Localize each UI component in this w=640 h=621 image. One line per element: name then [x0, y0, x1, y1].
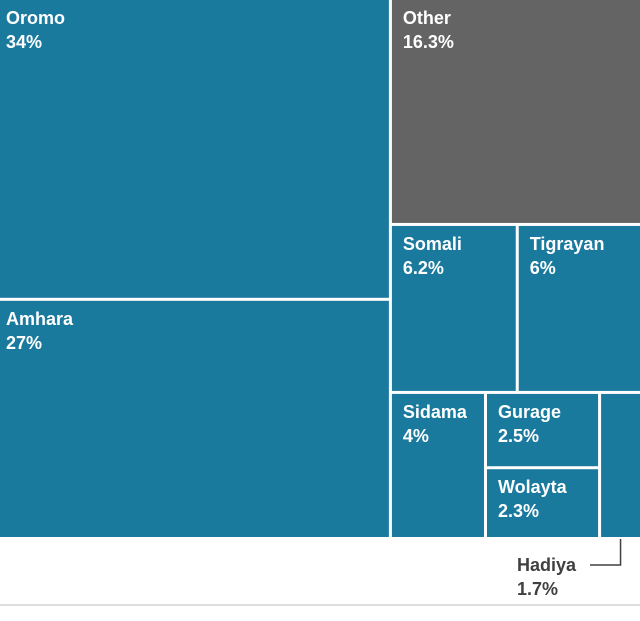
tile-value-tigrayan: 6% — [530, 258, 556, 278]
treemap-labels: Oromo 34% Amhara 27% Other 16.3% Somali 6.2% Tig… — [6, 8, 622, 599]
tile-tigrayan — [518, 225, 640, 391]
tile-other — [391, 0, 640, 223]
tile-somali — [391, 225, 516, 391]
tile-hadiya — [601, 393, 640, 537]
tile-label-tigrayan: Tigrayan — [530, 234, 605, 254]
tile-value-wolayta: 2.3% — [498, 501, 539, 521]
tile-sidama — [391, 393, 484, 537]
tile-gurage — [486, 393, 599, 467]
tile-label-wolayta: Wolayta — [498, 477, 568, 497]
tile-label-sidama: Sidama — [403, 402, 468, 422]
tile-wolayta — [486, 469, 599, 537]
tile-label-hadiya: Hadiya — [517, 555, 577, 575]
tile-value-somali: 6.2% — [403, 258, 444, 278]
tile-label-gurage: Gurage — [498, 402, 561, 422]
tile-value-gurage: 2.5% — [498, 426, 539, 446]
tile-value-hadiya: 1.7% — [517, 579, 558, 599]
treemap-tiles — [0, 0, 640, 537]
tile-amhara — [0, 300, 389, 537]
tile-value-other: 16.3% — [403, 32, 454, 52]
tile-label-somali: Somali — [403, 234, 462, 254]
tile-value-amhara: 27% — [6, 333, 42, 353]
tile-label-other: Other — [403, 8, 451, 28]
tile-label-amhara: Amhara — [6, 309, 74, 329]
tile-label-oromo: Oromo — [6, 8, 65, 28]
leader-line-hadiya — [590, 539, 622, 566]
tile-oromo — [0, 0, 389, 298]
tile-value-sidama: 4% — [403, 426, 429, 446]
tile-value-oromo: 34% — [6, 32, 42, 52]
